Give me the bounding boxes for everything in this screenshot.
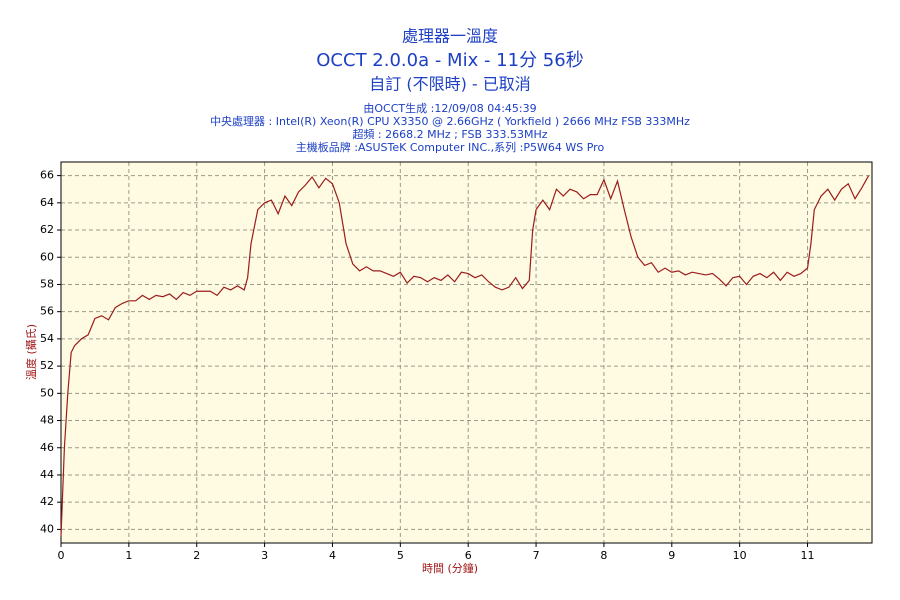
x-tick-label: 6 <box>465 549 472 562</box>
y-tick-label: 62 <box>40 223 54 236</box>
y-tick-label: 40 <box>40 522 54 535</box>
x-tick-label: 8 <box>600 549 607 562</box>
temperature-line <box>60 175 870 537</box>
plot-border <box>60 161 873 544</box>
chart-title: 處理器一溫度 <box>402 27 498 46</box>
x-tick-label: 9 <box>668 549 675 562</box>
y-axis-title: 溫度 (攝氏) <box>24 324 38 380</box>
chart-subtitle: 自訂 (不限時) - 已取消 <box>369 75 531 94</box>
y-tick-label: 54 <box>40 332 54 345</box>
y-tick-label: 52 <box>40 359 54 372</box>
x-tick-label: 1 <box>125 549 132 562</box>
info-line: 主機板品牌 :ASUSTeK Computer INC.,系列 :P5W64 W… <box>296 140 605 154</box>
y-tick-label: 66 <box>40 169 54 182</box>
info-line: 超頻 : 2668.2 MHz ; FSB 333.53MHz <box>352 127 547 141</box>
y-tick-label: 60 <box>40 250 54 263</box>
x-tick-label: 5 <box>397 549 404 562</box>
info-line: 由OCCT生成 :12/09/08 04:45:39 <box>363 101 536 115</box>
y-tick-label: 58 <box>40 277 54 290</box>
x-tick-label: 0 <box>58 549 65 562</box>
x-tick-label: 11 <box>801 549 815 562</box>
y-tick-label: 44 <box>40 468 54 481</box>
plot-area <box>61 162 872 543</box>
x-axis-title: 時間 (分鐘) <box>422 561 478 575</box>
x-tick-label: 2 <box>193 549 200 562</box>
chart-subtitle: OCCT 2.0.0a - Mix - 11分 56秒 <box>316 50 583 71</box>
y-tick-label: 50 <box>40 386 54 399</box>
y-tick-label: 64 <box>40 196 54 209</box>
x-tick-label: 10 <box>733 549 747 562</box>
y-tick-label: 48 <box>40 414 54 427</box>
y-tick-label: 46 <box>40 441 54 454</box>
info-line: 中央處理器 : Intel(R) Xeon(R) CPU X3350 @ 2.6… <box>210 114 690 128</box>
x-tick-label: 4 <box>329 549 336 562</box>
y-tick-label: 42 <box>40 495 54 508</box>
x-tick-label: 3 <box>261 549 268 562</box>
x-tick-label: 7 <box>533 549 540 562</box>
y-tick-label: 56 <box>40 305 54 318</box>
